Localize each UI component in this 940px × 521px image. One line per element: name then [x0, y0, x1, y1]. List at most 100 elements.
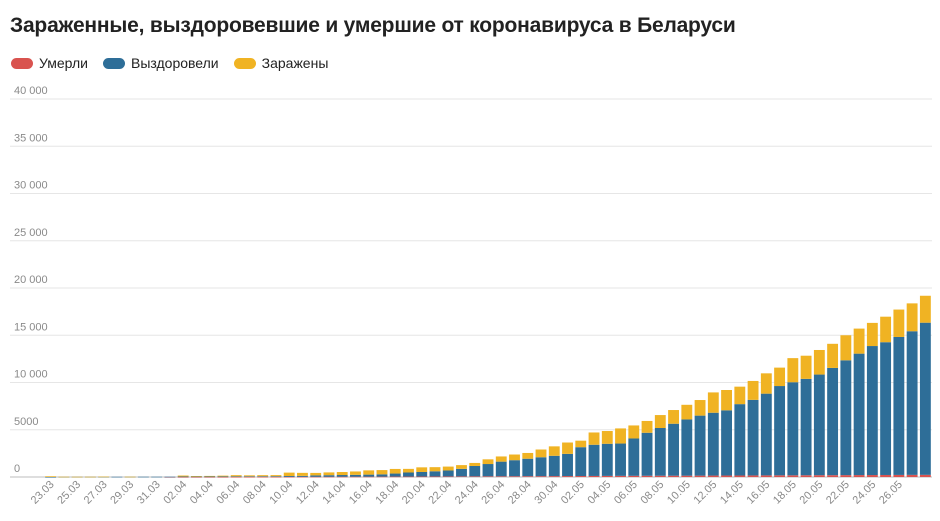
- bar-recovered[interactable]: [244, 476, 255, 477]
- bar-recovered[interactable]: [575, 447, 587, 477]
- bar-infected[interactable]: [774, 367, 786, 387]
- bar-recovered[interactable]: [456, 468, 467, 477]
- bar-died[interactable]: [283, 476, 295, 478]
- bar-died[interactable]: [827, 475, 839, 477]
- bar-recovered[interactable]: [840, 360, 852, 476]
- bar-recovered[interactable]: [853, 353, 865, 476]
- bar-died[interactable]: [177, 476, 189, 478]
- bar-infected[interactable]: [641, 420, 653, 433]
- bar-infected[interactable]: [217, 475, 229, 477]
- bar-infected[interactable]: [694, 400, 706, 416]
- bar-died[interactable]: [654, 475, 666, 477]
- bar-died[interactable]: [270, 476, 282, 478]
- bar-died[interactable]: [800, 475, 812, 477]
- bar-recovered[interactable]: [906, 331, 918, 475]
- bar-infected[interactable]: [429, 467, 441, 472]
- bar-died[interactable]: [641, 475, 653, 477]
- legend-item-recovered[interactable]: Выздоровели: [102, 55, 219, 71]
- bar-died[interactable]: [893, 474, 905, 477]
- bar-infected[interactable]: [734, 386, 746, 405]
- bar-infected[interactable]: [323, 472, 335, 476]
- bar-infected[interactable]: [416, 467, 428, 472]
- bar-infected[interactable]: [615, 428, 626, 444]
- bar-infected[interactable]: [509, 454, 520, 461]
- bar-infected[interactable]: [310, 472, 322, 476]
- bar-infected[interactable]: [906, 303, 918, 332]
- bar-infected[interactable]: [297, 472, 308, 476]
- bar-infected[interactable]: [681, 404, 693, 420]
- bar-died[interactable]: [495, 476, 507, 477]
- bar-infected[interactable]: [654, 415, 666, 429]
- bar-recovered[interactable]: [177, 476, 189, 478]
- bar-infected[interactable]: [230, 475, 242, 477]
- bar-recovered[interactable]: [45, 476, 57, 478]
- bar-died[interactable]: [244, 476, 255, 478]
- bar-infected[interactable]: [469, 462, 481, 466]
- bar-recovered[interactable]: [164, 476, 176, 478]
- bar-recovered[interactable]: [827, 367, 839, 476]
- bar-died[interactable]: [734, 475, 746, 477]
- bar-died[interactable]: [217, 476, 229, 478]
- bar-infected[interactable]: [813, 349, 825, 375]
- bar-infected[interactable]: [800, 355, 812, 379]
- bar-died[interactable]: [774, 475, 786, 477]
- bar-infected[interactable]: [283, 472, 295, 476]
- bar-infected[interactable]: [376, 470, 388, 475]
- bar-infected[interactable]: [98, 476, 110, 478]
- bar-recovered[interactable]: [562, 453, 573, 477]
- bar-recovered[interactable]: [469, 465, 481, 477]
- bar-died[interactable]: [230, 476, 242, 478]
- bar-recovered[interactable]: [760, 393, 772, 476]
- bar-infected[interactable]: [787, 358, 799, 383]
- bar-recovered[interactable]: [310, 475, 322, 477]
- bar-died[interactable]: [575, 476, 587, 477]
- bar-recovered[interactable]: [270, 476, 282, 477]
- bar-infected[interactable]: [588, 432, 600, 445]
- bar-died[interactable]: [442, 476, 454, 478]
- bar-died[interactable]: [403, 476, 414, 478]
- bar-died[interactable]: [694, 475, 706, 477]
- bar-died[interactable]: [628, 475, 640, 477]
- bar-infected[interactable]: [204, 475, 216, 477]
- bar-died[interactable]: [257, 476, 269, 478]
- bar-infected[interactable]: [747, 380, 759, 400]
- bar-recovered[interactable]: [880, 342, 892, 475]
- bar-infected[interactable]: [853, 328, 865, 354]
- bar-infected[interactable]: [575, 440, 587, 448]
- bar-recovered[interactable]: [668, 423, 679, 476]
- bar-died[interactable]: [350, 476, 361, 478]
- bar-infected[interactable]: [522, 452, 534, 459]
- bar-infected[interactable]: [442, 466, 454, 471]
- bar-died[interactable]: [522, 476, 534, 477]
- bar-infected[interactable]: [190, 476, 202, 477]
- bar-died[interactable]: [906, 474, 918, 477]
- bar-recovered[interactable]: [376, 474, 388, 477]
- bar-infected[interactable]: [628, 425, 640, 439]
- bar-recovered[interactable]: [734, 404, 746, 476]
- bar-infected[interactable]: [535, 449, 547, 458]
- bar-died[interactable]: [760, 475, 772, 477]
- bar-died[interactable]: [919, 474, 931, 477]
- bar-infected[interactable]: [760, 373, 772, 394]
- bar-infected[interactable]: [389, 468, 401, 474]
- bar-recovered[interactable]: [204, 476, 216, 478]
- bar-recovered[interactable]: [482, 464, 494, 477]
- bar-died[interactable]: [297, 476, 308, 478]
- bar-recovered[interactable]: [641, 432, 653, 476]
- bar-recovered[interactable]: [866, 346, 878, 476]
- bar-recovered[interactable]: [654, 428, 666, 476]
- bar-recovered[interactable]: [495, 461, 507, 477]
- bar-recovered[interactable]: [548, 455, 560, 477]
- bar-died[interactable]: [866, 475, 878, 477]
- bar-infected[interactable]: [350, 471, 361, 475]
- bar-died[interactable]: [668, 475, 679, 477]
- bar-died[interactable]: [588, 475, 600, 477]
- bar-infected[interactable]: [482, 459, 494, 465]
- bar-recovered[interactable]: [721, 410, 732, 476]
- bar-infected[interactable]: [721, 390, 732, 411]
- bar-died[interactable]: [601, 475, 613, 477]
- bar-died[interactable]: [615, 475, 626, 477]
- bar-died[interactable]: [336, 476, 348, 478]
- bar-infected[interactable]: [363, 470, 375, 475]
- bar-died[interactable]: [747, 475, 759, 477]
